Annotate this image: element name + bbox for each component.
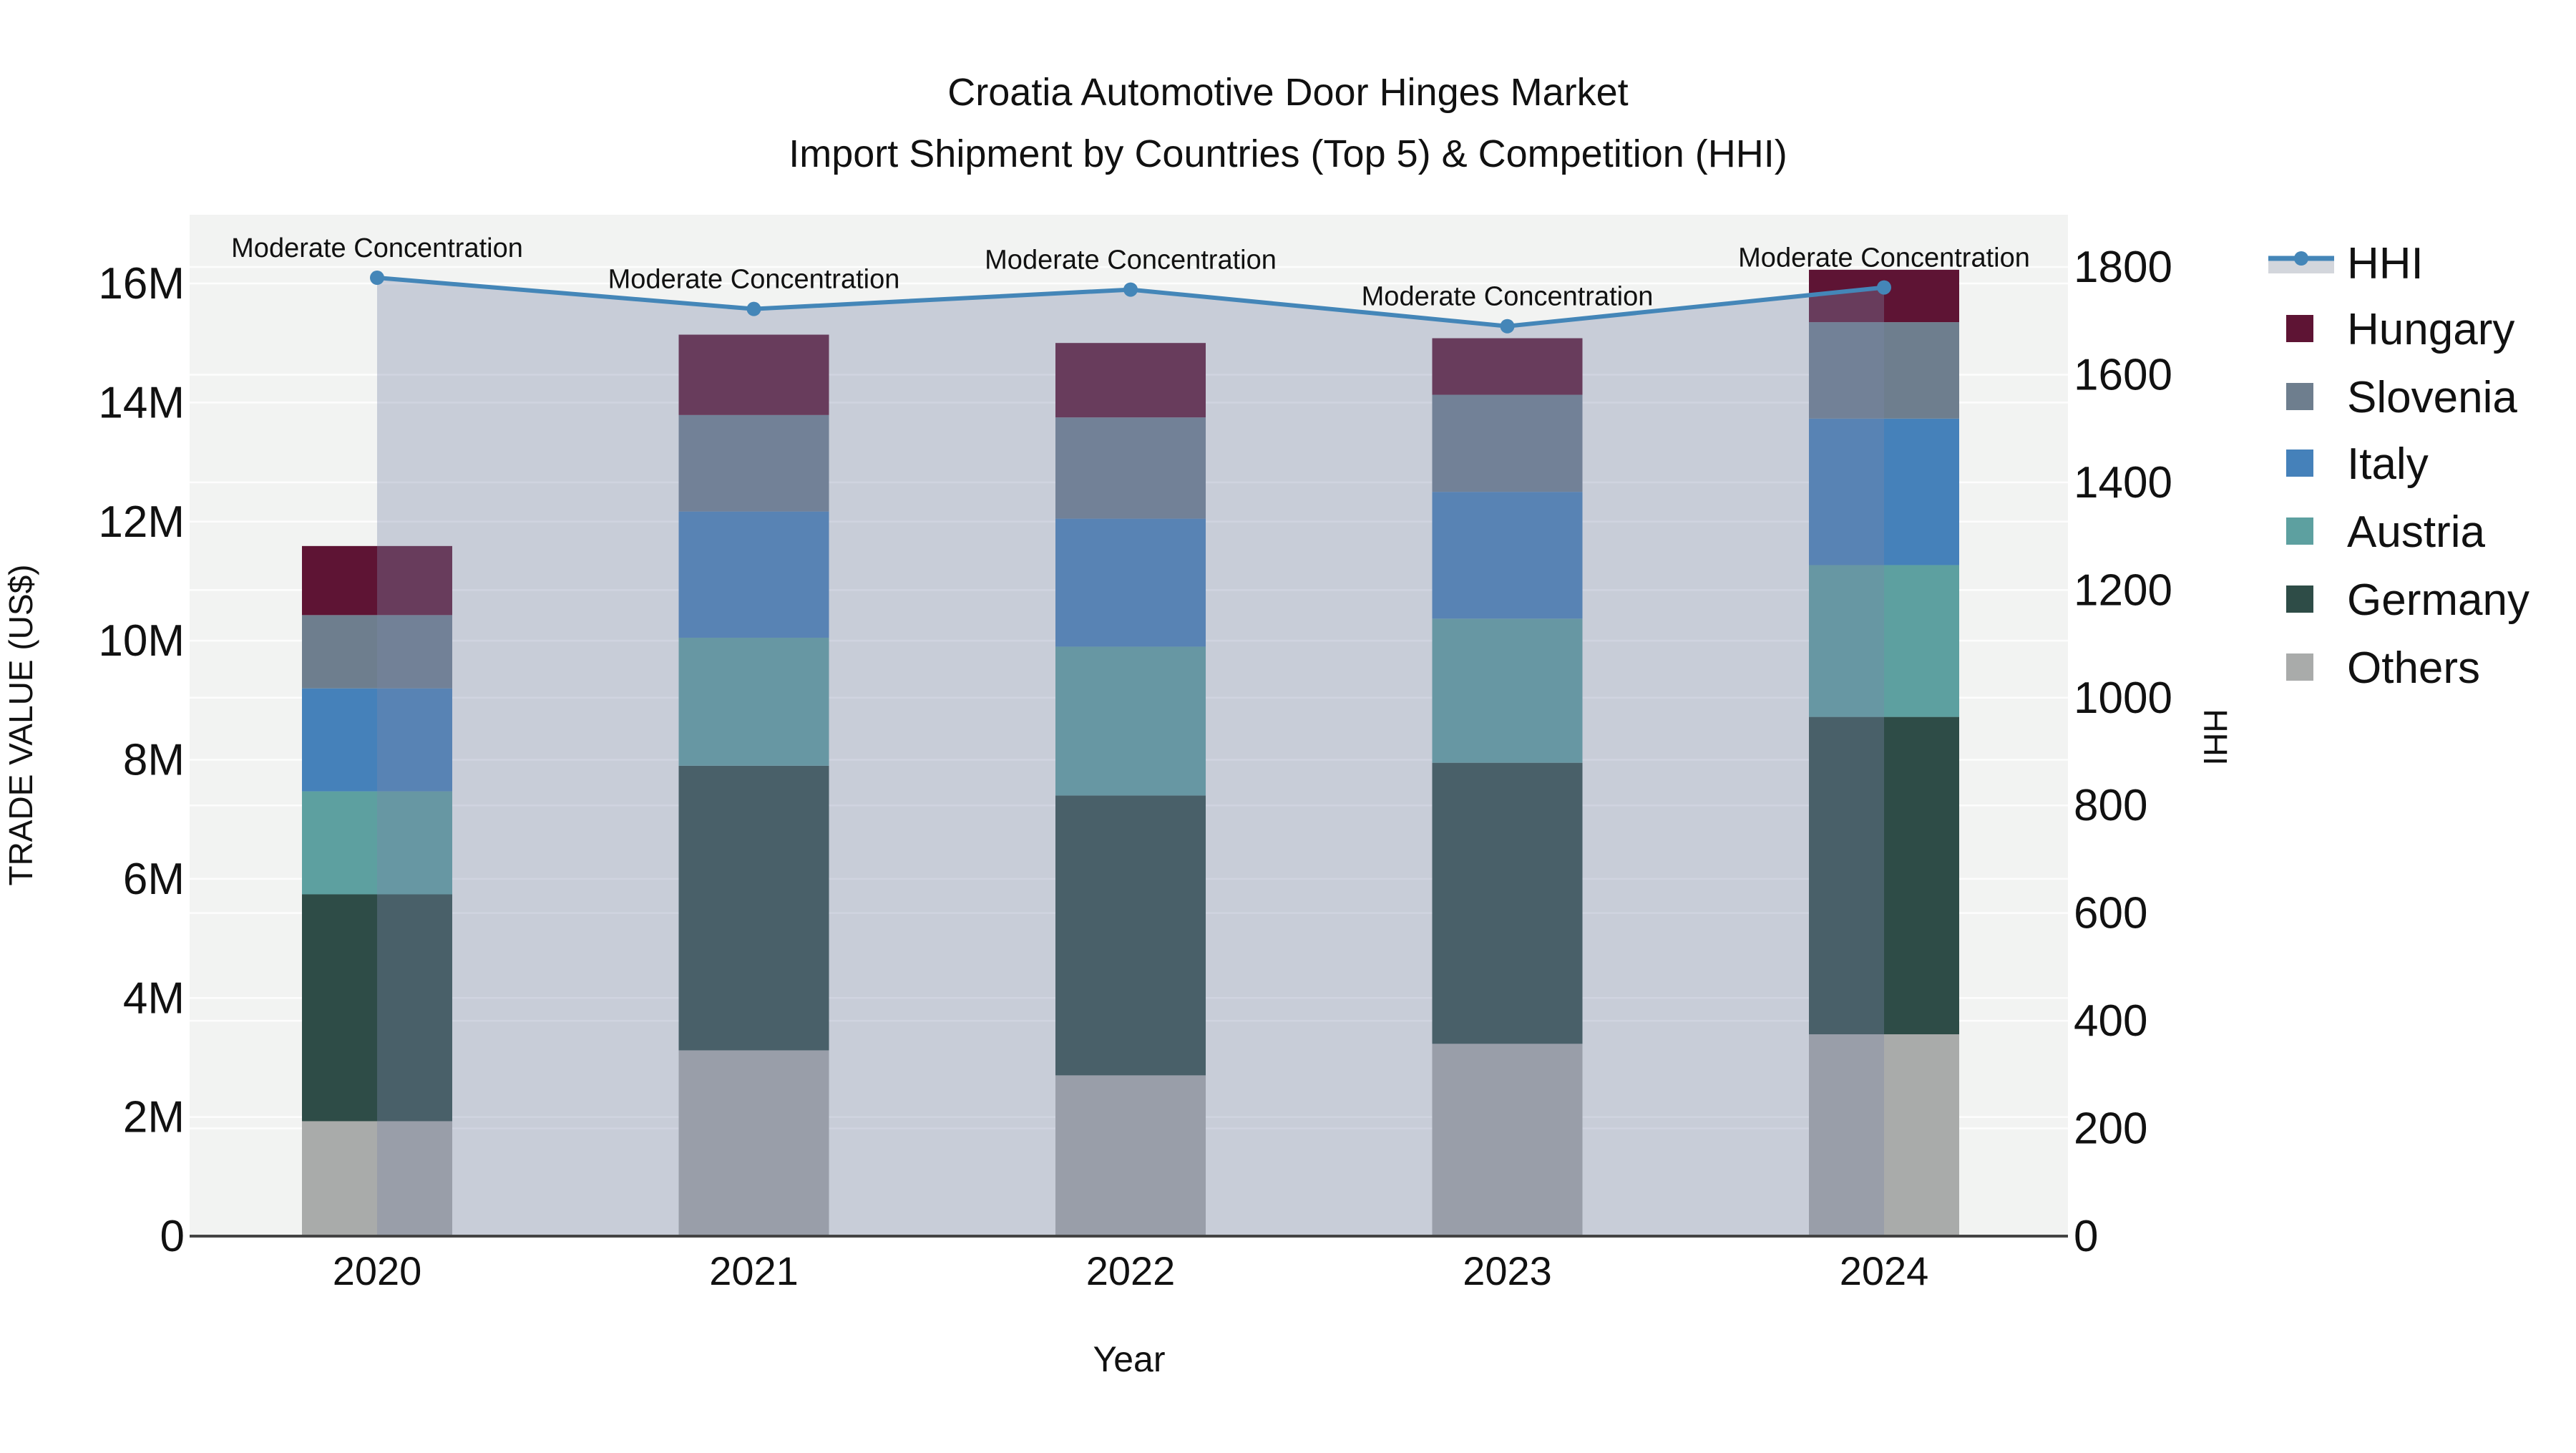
x-tick-label-2023: 2023 xyxy=(1463,1248,1552,1293)
y-left-tick-label: 8M xyxy=(123,736,185,785)
bar-segment-hungary-2022[interactable] xyxy=(1055,343,1206,418)
y-right-tick-label: 1800 xyxy=(2074,243,2172,292)
x-tick-label-2021: 2021 xyxy=(709,1248,799,1293)
legend-item-hungary[interactable]: Hungary xyxy=(2286,305,2514,354)
bar-segment-germany-2024[interactable] xyxy=(1809,716,1959,1034)
bar-segment-italy-2024[interactable] xyxy=(1809,418,1959,565)
legend-swatch-germany xyxy=(2286,585,2313,613)
y-right-tick-label: 1600 xyxy=(2074,350,2172,399)
legend-item-slovenia[interactable]: Slovenia xyxy=(2286,373,2517,422)
legend-item-germany[interactable]: Germany xyxy=(2286,575,2529,625)
bar-segment-hungary-2020[interactable] xyxy=(302,545,452,616)
bar-segment-italy-2020[interactable] xyxy=(302,688,452,792)
annotation-2024: Moderate Concentration xyxy=(1738,243,2030,273)
legend-label-italy: Italy xyxy=(2347,439,2429,489)
y-right-tick-label: 1000 xyxy=(2074,674,2172,723)
bar-segment-italy-2022[interactable] xyxy=(1055,518,1206,647)
bar-segment-italy-2023[interactable] xyxy=(1432,492,1583,619)
bar-segment-hungary-2021[interactable] xyxy=(678,334,829,415)
y-right-tick-label: 400 xyxy=(2074,996,2147,1046)
hhi-area-fill xyxy=(377,278,1884,1236)
bar-segment-slovenia-2023[interactable] xyxy=(1432,394,1583,492)
bar-segment-hungary-2024[interactable] xyxy=(1809,269,1959,323)
bar-segment-slovenia-2022[interactable] xyxy=(1055,417,1206,519)
legend-item-austria[interactable]: Austria xyxy=(2286,507,2485,557)
x-tick-label-2020: 2020 xyxy=(333,1248,422,1293)
legend-swatch-others xyxy=(2286,653,2313,681)
bar-segment-austria-2022[interactable] xyxy=(1055,646,1206,796)
legend-label-hhi: HHI xyxy=(2347,239,2424,288)
annotation-2021: Moderate Concentration xyxy=(608,265,900,295)
bar-segment-austria-2023[interactable] xyxy=(1432,618,1583,763)
bar-segment-austria-2020[interactable] xyxy=(302,791,452,895)
legend-item-hhi[interactable]: HHI xyxy=(2268,239,2424,288)
legend-label-hungary: Hungary xyxy=(2347,305,2514,354)
legend-label-slovenia: Slovenia xyxy=(2347,373,2517,422)
legend-item-others[interactable]: Others xyxy=(2286,643,2480,693)
legend-swatch-hungary xyxy=(2286,315,2313,342)
y-right-tick-label: 0 xyxy=(2074,1212,2098,1261)
y-left-tick-label: 14M xyxy=(98,378,185,427)
legend-swatch-italy xyxy=(2286,449,2313,477)
y-left-tick-label: 2M xyxy=(123,1093,185,1142)
bar-segment-others-2020[interactable] xyxy=(302,1121,452,1236)
hhi-marker-2022[interactable] xyxy=(1123,282,1138,297)
hhi-marker-2020[interactable] xyxy=(370,271,384,286)
hhi-marker-2024[interactable] xyxy=(1877,280,1891,295)
hhi-marker-2021[interactable] xyxy=(746,301,761,316)
x-tick-label-2024: 2024 xyxy=(1840,1248,1929,1293)
bar-segment-germany-2022[interactable] xyxy=(1055,795,1206,1076)
bar-segment-austria-2021[interactable] xyxy=(678,637,829,766)
y-right-tick-label: 1200 xyxy=(2074,565,2172,615)
bar-segment-others-2023[interactable] xyxy=(1432,1044,1583,1236)
bar-segment-austria-2024[interactable] xyxy=(1809,565,1959,717)
bar-segment-hungary-2023[interactable] xyxy=(1432,338,1583,395)
bar-segment-germany-2020[interactable] xyxy=(302,894,452,1122)
bar-segment-others-2024[interactable] xyxy=(1809,1034,1959,1236)
annotation-2020: Moderate Concentration xyxy=(231,233,523,263)
y-left-axis-title: TRADE VALUE (US$) xyxy=(2,564,39,885)
legend-label-austria: Austria xyxy=(2347,507,2485,557)
legend-swatch-austria xyxy=(2286,517,2313,545)
y-left-tick-label: 16M xyxy=(98,259,185,308)
plot-layer: Moderate Concentration Moderate Concentra… xyxy=(98,215,2172,1293)
y-right-axis-title: HHI xyxy=(2197,709,2234,765)
annotation-2023: Moderate Concentration xyxy=(1362,282,1654,312)
x-tick-label-2022: 2022 xyxy=(1086,1248,1176,1293)
y-right-tick-label: 1400 xyxy=(2074,458,2172,507)
bar-segment-slovenia-2021[interactable] xyxy=(678,414,829,512)
bar-segment-germany-2023[interactable] xyxy=(1432,762,1583,1044)
y-left-tick-label: 6M xyxy=(123,855,185,904)
legend-item-italy[interactable]: Italy xyxy=(2286,439,2429,489)
y-left-tick-label: 12M xyxy=(98,497,185,547)
legend-label-others: Others xyxy=(2347,643,2480,693)
bar-segment-slovenia-2020[interactable] xyxy=(302,615,452,689)
legend: HHI Hungary Slovenia Italy Austria Germany Oth… xyxy=(2268,239,2529,693)
annotation-2022: Moderate Concentration xyxy=(985,246,1277,276)
y-left-tick-label: 0 xyxy=(160,1212,185,1261)
legend-swatch-slovenia xyxy=(2286,383,2313,410)
y-right-tick-label: 200 xyxy=(2074,1104,2147,1154)
legend-label-germany: Germany xyxy=(2347,575,2529,625)
y-right-tick-label: 600 xyxy=(2074,889,2147,938)
y-left-tick-label: 4M xyxy=(123,973,185,1023)
chart-title-line1: Croatia Automotive Door Hinges Market xyxy=(947,71,1628,114)
legend-hhi-fill-band xyxy=(2268,260,2334,273)
x-axis-title: Year xyxy=(1093,1339,1165,1379)
legend-hhi-marker xyxy=(2294,251,2308,266)
bar-segment-others-2022[interactable] xyxy=(1055,1075,1206,1236)
y-left-tick-label: 10M xyxy=(98,616,185,666)
bar-segment-germany-2021[interactable] xyxy=(678,765,829,1051)
bar-segment-slovenia-2024[interactable] xyxy=(1809,322,1959,419)
chart-title-line2: Import Shipment by Countries (Top 5) & C… xyxy=(789,132,1787,175)
bar-segment-italy-2021[interactable] xyxy=(678,511,829,638)
bar-segment-others-2021[interactable] xyxy=(678,1050,829,1236)
hhi-marker-2023[interactable] xyxy=(1500,319,1515,334)
y-right-tick-label: 800 xyxy=(2074,781,2147,830)
